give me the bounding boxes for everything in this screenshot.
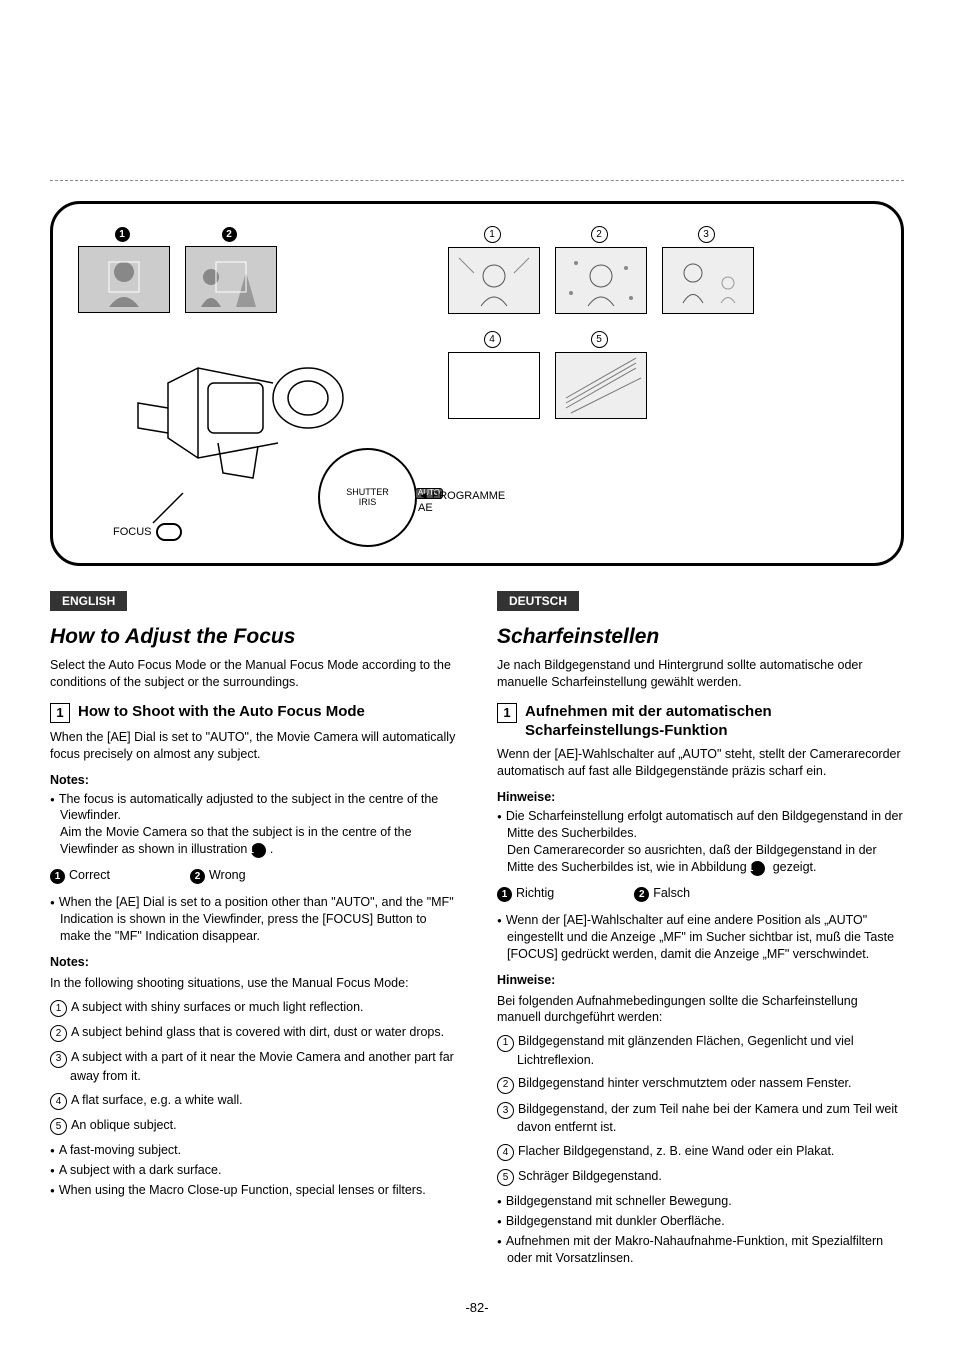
page-number: -82- — [50, 1300, 904, 1315]
thumb-situation-2 — [555, 247, 647, 314]
item-en-1: 1A subject with shiny surfaces or much l… — [50, 999, 457, 1017]
dial: SHUTTER IRIS AUTO — [318, 448, 417, 547]
circ-label-1: 1 — [484, 226, 501, 243]
body-english-1: When the [AE] Dial is set to "AUTO", the… — [50, 729, 457, 763]
circ-label-5: 5 — [591, 331, 608, 348]
intro-english: Select the Auto Focus Mode or the Manual… — [50, 657, 457, 691]
note-en-2: When the [AE] Dial is set to a position … — [50, 894, 457, 945]
black-label-1: 1 — [115, 224, 134, 242]
wrong-label-de: 2Falsch — [634, 886, 690, 902]
notes-head-en-2: Notes: — [50, 955, 457, 969]
diagram-right: 1 2 3 4 5 — [448, 224, 876, 548]
extra-de-2: Bildgegenstand mit dunkler Oberfläche. — [497, 1213, 904, 1230]
programme-ae-label: PROGRAMME AE — [418, 490, 505, 514]
extra-de-3: Aufnehmen mit der Makro-Nahaufnahme-Funk… — [497, 1233, 904, 1267]
intro-deutsch: Je nach Bildgegenstand und Hintergrund s… — [497, 657, 904, 691]
note-de-1: Die Scharfeinstellung erfolgt automatisc… — [497, 808, 904, 876]
extra-en-3: When using the Macro Close-up Function, … — [50, 1182, 457, 1199]
page: 1 2 — [0, 0, 954, 1355]
note-en-1a: The focus is automatically adjusted to t… — [50, 791, 457, 859]
english-column: ENGLISH How to Adjust the Focus Select t… — [50, 591, 457, 1270]
deutsch-column: DEUTSCH Scharfeinstellen Je nach Bildgeg… — [497, 591, 904, 1270]
black-label-2: 2 — [222, 224, 241, 242]
notes-head-de-2: Hinweise: — [497, 973, 904, 987]
extra-en-2: A subject with a dark surface. — [50, 1162, 457, 1179]
lang-tag-deutsch: DEUTSCH — [497, 591, 579, 611]
thumb-situation-3 — [662, 247, 754, 314]
section-title-english: How to Shoot with the Auto Focus Mode — [78, 703, 365, 722]
correct-label-en: 1Correct — [50, 868, 110, 884]
thumb-situation-4 — [448, 352, 540, 419]
section-title-deutsch: Aufnehmen mit der automatischen Scharfei… — [525, 703, 904, 741]
lang-tag-english: ENGLISH — [50, 591, 127, 611]
item-de-2: 2Bildgegenstand hinter verschmutztem ode… — [497, 1075, 904, 1093]
thumbnail-wrong — [185, 246, 277, 313]
section-number: 1 — [50, 703, 70, 723]
title-english: How to Adjust the Focus — [50, 625, 457, 649]
circ-label-2: 2 — [591, 226, 608, 243]
circ-label-4: 4 — [484, 331, 501, 348]
note-de-2: Wenn der [AE]-Wahlschalter auf eine ande… — [497, 912, 904, 963]
camera-illustration: SHUTTER IRIS AUTO PROGRAMME AE FOCUS — [78, 328, 418, 548]
notes2-intro-de: Bei folgenden Aufnahmebedingungen sollte… — [497, 993, 904, 1027]
correct-label-de: 1Richtig — [497, 886, 554, 902]
notes-head-en-1: Notes: — [50, 773, 457, 787]
diagram-panel: 1 2 — [50, 201, 904, 566]
item-de-3: 3Bildgegenstand, der zum Teil nahe bei d… — [497, 1101, 904, 1136]
focus-button-icon — [156, 523, 182, 541]
item-en-2: 2A subject behind glass that is covered … — [50, 1024, 457, 1042]
item-de-4: 4Flacher Bildgegenstand, z. B. eine Wand… — [497, 1143, 904, 1161]
extra-de-1: Bildgegenstand mit schneller Bewegung. — [497, 1193, 904, 1210]
separator-line — [50, 180, 904, 181]
notes-head-de-1: Hinweise: — [497, 790, 904, 804]
text-columns: ENGLISH How to Adjust the Focus Select t… — [50, 591, 904, 1270]
title-deutsch: Scharfeinstellen — [497, 625, 904, 649]
focus-label: FOCUS — [113, 523, 182, 541]
thumb-situation-5 — [555, 352, 647, 419]
thumbnail-correct — [78, 246, 170, 313]
circ-label-3: 3 — [698, 226, 715, 243]
extra-en-1: A fast-moving subject. — [50, 1142, 457, 1159]
body-deutsch-1: Wenn der [AE]-Wahlschalter auf „AUTO" st… — [497, 746, 904, 780]
item-en-5: 5An oblique subject. — [50, 1117, 457, 1135]
item-de-1: 1Bildgegenstand mit glänzenden Flächen, … — [497, 1033, 904, 1068]
item-de-5: 5Schräger Bildgegenstand. — [497, 1168, 904, 1186]
thumb-situation-1 — [448, 247, 540, 314]
diagram-left: 1 2 — [78, 224, 418, 548]
item-en-4: 4A flat surface, e.g. a white wall. — [50, 1092, 457, 1110]
section-number-de: 1 — [497, 703, 517, 723]
wrong-label-en: 2Wrong — [190, 868, 246, 884]
notes2-intro-en: In the following shooting situations, us… — [50, 975, 457, 992]
dial-text-bottom: IRIS — [346, 498, 389, 508]
item-en-3: 3A subject with a part of it near the Mo… — [50, 1049, 457, 1084]
